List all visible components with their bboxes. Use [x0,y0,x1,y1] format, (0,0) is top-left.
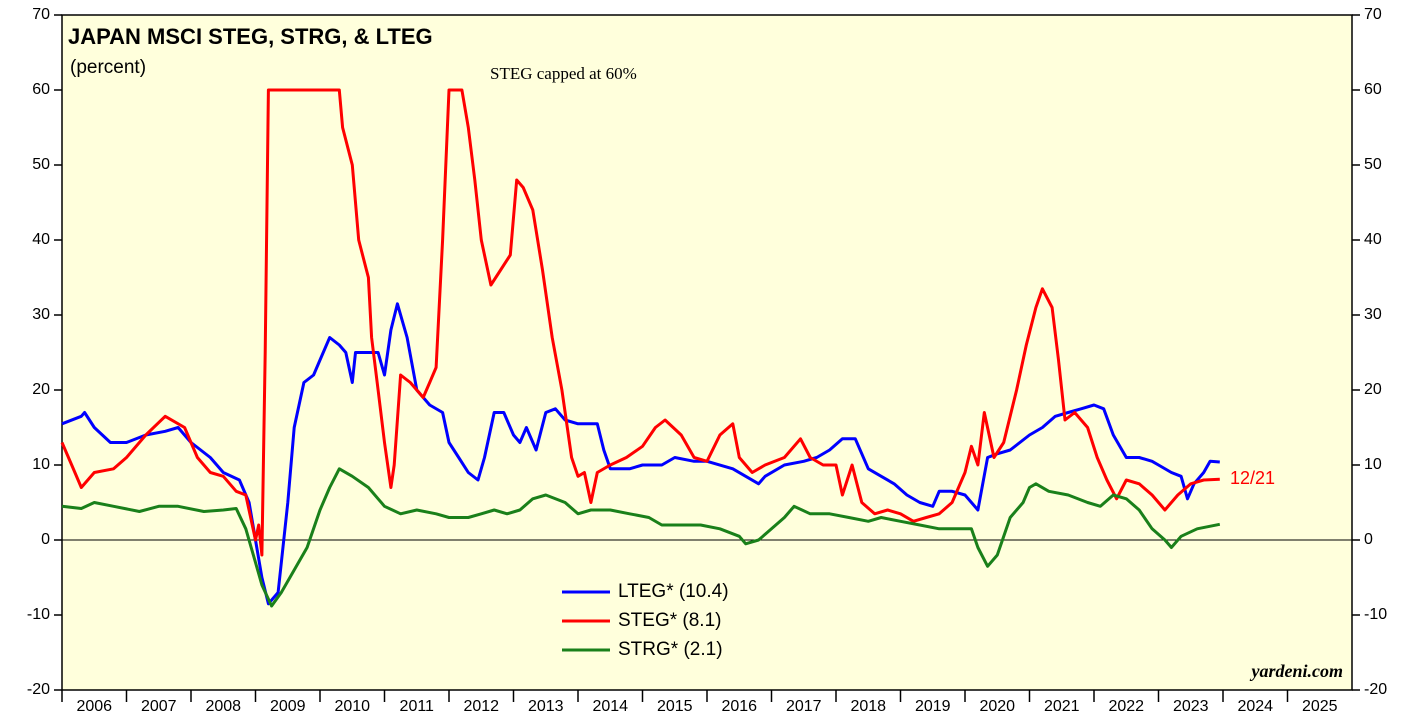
x-tick-label: 2015 [657,698,693,715]
x-tick-label: 2012 [463,698,499,715]
chart-subtitle: (percent) [70,57,146,78]
x-tick-label: 2019 [915,698,951,715]
y-tick-label: 20 [32,381,50,398]
chart-title: JAPAN MSCI STEG, STRG, & LTEG [68,24,433,49]
x-tick-label: 2020 [979,698,1015,715]
y-tick-label: -10 [27,606,50,623]
y2-tick-label: 70 [1364,6,1382,23]
x-tick-label: 2024 [1237,698,1273,715]
y2-tick-label: -20 [1364,681,1387,698]
x-tick-label: 2007 [141,698,177,715]
y2-tick-label: 30 [1364,306,1382,323]
x-tick-label: 2016 [721,698,757,715]
y2-tick-label: 40 [1364,231,1382,248]
series-line [60,88,1220,557]
y2-tick-label: 50 [1364,156,1382,173]
series-line [61,302,1220,606]
x-tick-label: 2014 [592,698,628,715]
plot-area [62,15,1352,690]
x-tick-label: 2008 [205,698,241,715]
x-tick-label: 2021 [1044,698,1080,715]
x-tick-label: 2023 [1173,698,1209,715]
y2-tick-label: 20 [1364,381,1382,398]
annotation: STEG capped at 60% [490,64,637,83]
source: yardeni.com [1250,661,1344,681]
series-line [61,467,1221,608]
annotation: 12/21 [1230,468,1275,488]
y-tick-label: 50 [32,156,50,173]
x-tick-label: 2018 [850,698,886,715]
x-tick-label: 2025 [1302,698,1338,715]
x-tick-label: 2006 [76,698,112,715]
y-tick-label: 10 [32,456,50,473]
x-tick-label: 2013 [528,698,564,715]
y-tick-label: -20 [27,681,50,698]
plot-frame [61,14,1353,691]
legend-label: LTEG* (10.4) [618,581,729,602]
y2-tick-label: 10 [1364,456,1382,473]
x-tick-label: 2011 [400,698,435,715]
x-tick-label: 2017 [786,698,822,715]
y-tick-label: 70 [32,6,50,23]
y-tick-label: 40 [32,231,50,248]
y-tick-label: 60 [32,81,50,98]
y-tick-label: 0 [41,531,50,548]
x-tick-label: 2022 [1108,698,1144,715]
legend-label: STRG* (2.1) [618,639,723,660]
y2-tick-label: 60 [1364,81,1382,98]
y-tick-label: 30 [32,306,50,323]
y2-tick-label: -10 [1364,606,1387,623]
x-tick-label: 2009 [270,698,306,715]
legend-label: STEG* (8.1) [618,610,721,631]
y2-tick-label: 0 [1364,531,1373,548]
x-tick-label: 2010 [334,698,370,715]
